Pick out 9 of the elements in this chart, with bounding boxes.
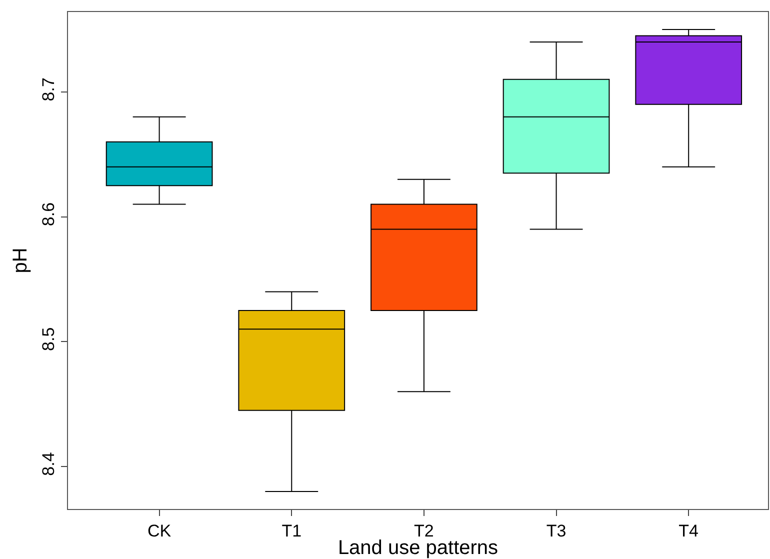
y-tick-label: 8.5 xyxy=(39,327,58,351)
y-axis-title: pH xyxy=(10,248,32,274)
x-tick-label: T4 xyxy=(678,521,699,540)
x-tick-label: T1 xyxy=(282,521,302,540)
x-tick-label: CK xyxy=(147,521,172,540)
y-tick-label: 8.4 xyxy=(39,452,58,476)
y-tick-label: 8.7 xyxy=(39,78,58,102)
x-tick-label: T3 xyxy=(546,521,566,540)
y-tick-label: 8.6 xyxy=(39,202,58,226)
